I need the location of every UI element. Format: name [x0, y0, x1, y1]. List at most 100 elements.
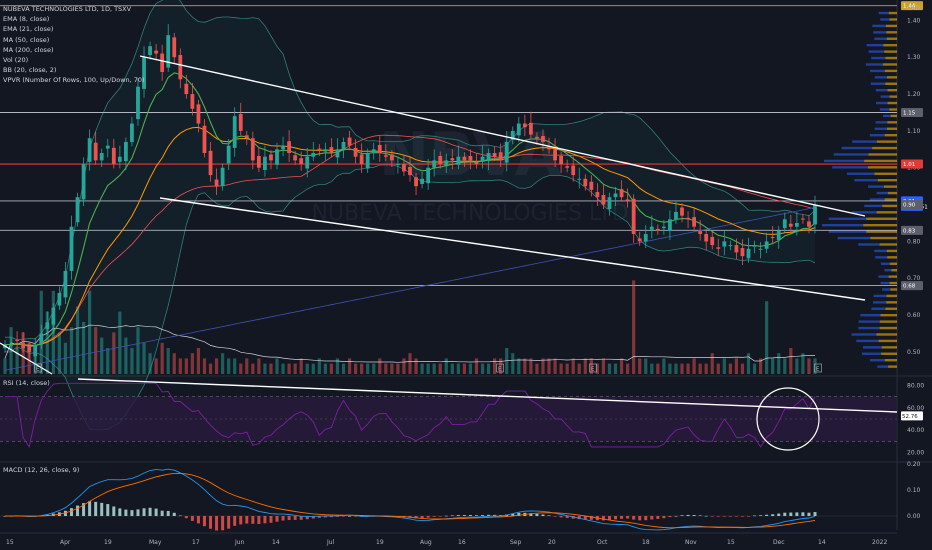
legend-bb[interactable]: BB (20, close, 2) [3, 66, 57, 75]
legend-ma50[interactable]: MA (50, close) [3, 35, 50, 44]
candle-body [377, 144, 382, 154]
candle-body [383, 155, 388, 157]
macd-histogram-bar [698, 515, 702, 516]
legend-vol[interactable]: Vol (20) [3, 56, 29, 65]
candle-body [353, 147, 358, 157]
ma200-line [4, 207, 816, 371]
vpvr-row-down [889, 281, 897, 285]
macd-histogram-bar [686, 514, 690, 516]
date-tick-label: 16 [458, 539, 466, 546]
volume-bar [565, 363, 569, 374]
macd-histogram-bar [112, 506, 116, 516]
volume-bar [801, 353, 805, 374]
macd-histogram-bar [644, 516, 648, 521]
volume-bar [626, 363, 630, 374]
earnings-marker [814, 363, 822, 373]
macd-histogram-bar [456, 515, 460, 516]
macd-histogram-bar [106, 504, 110, 516]
vpvr-row-down [890, 288, 897, 291]
candle-body [807, 221, 811, 227]
macd-legend[interactable]: MACD (12, 26, close, 9) [3, 466, 80, 474]
vpvr-row-up [851, 211, 877, 214]
date-tick-label: Sep [510, 539, 522, 546]
macd-histogram-bar [807, 512, 811, 516]
candle-body [341, 141, 346, 150]
macd-histogram-bar [583, 516, 587, 520]
volume-bar [547, 358, 551, 374]
candle-body [770, 236, 775, 238]
rsi-legend[interactable]: RSI (14, close) [3, 379, 50, 387]
vpvr-row-up [832, 166, 868, 169]
candle-body [311, 153, 316, 157]
macd-histogram-bar [348, 515, 352, 517]
candle-body [535, 136, 539, 139]
candle-body [788, 223, 793, 227]
vpvr-row-down [867, 166, 897, 169]
vpvr-row-down [885, 56, 897, 60]
candle-body [27, 346, 32, 352]
volume-bar [335, 358, 340, 374]
candle-body [637, 238, 642, 242]
currency-label: CAD [907, 5, 920, 12]
legend-ema8[interactable]: EMA (8, close) [3, 15, 50, 24]
candle-body [281, 145, 285, 150]
vpvr-row-down [886, 127, 897, 130]
macd-histogram-bar [154, 508, 158, 516]
candle-body [305, 156, 310, 169]
volume-bar [166, 348, 170, 374]
macd-histogram-bar [323, 516, 327, 518]
vpvr-row-down [866, 217, 897, 220]
candle-body [160, 53, 165, 72]
legend-vpvr[interactable]: VPVR (Number Of Rows, 100, Up/Down, 70) [3, 76, 145, 85]
macd-histogram-bar [130, 510, 134, 516]
candle-body [649, 226, 654, 230]
macd-histogram-bar [577, 516, 581, 520]
vpvr-row-down [876, 333, 897, 336]
rsi-trendline [77, 378, 898, 413]
volume-bar [493, 358, 497, 374]
volume-bar [353, 363, 358, 374]
date-tick-label: 17 [192, 539, 200, 546]
candle-body [244, 135, 249, 139]
volume-bar [535, 363, 539, 374]
candle-body [136, 86, 140, 120]
candle-body [420, 178, 424, 184]
price-label-box [901, 225, 923, 235]
macd-histogram-bar [813, 512, 817, 516]
candle-body [123, 141, 128, 162]
legend-ema21[interactable]: EMA (21, close) [3, 25, 54, 34]
bollinger-upper [5, 0, 816, 341]
legend-symbol-title[interactable]: NUBEVA TECHNOLOGIES LTD, 1D, TSXV [3, 5, 132, 13]
candle-body [371, 149, 376, 154]
date-tick-label: Nov [685, 539, 697, 546]
volume-bar [372, 363, 376, 374]
volume-bar [366, 363, 370, 374]
vpvr-row-up [862, 346, 882, 349]
candle-body [450, 158, 455, 161]
volume-bar [456, 363, 460, 374]
volume-bar [293, 363, 297, 374]
candle-body [365, 153, 370, 169]
price-label-box [901, 159, 923, 169]
candle-body [498, 152, 503, 161]
rsi-tick-label: 20.00 [907, 449, 924, 456]
vpvr-row-up [858, 243, 880, 246]
legend-ma200[interactable]: MA (200, close) [3, 45, 54, 54]
chart-legend: NUBEVA TECHNOLOGIES LTD, 1D, TSXV EMA (8… [3, 4, 145, 86]
candle-body [655, 228, 660, 231]
macd-histogram-bar [293, 516, 297, 520]
earnings-marker [589, 363, 597, 373]
macd-histogram-bar [674, 515, 678, 517]
bollinger-band-fill [5, 0, 815, 430]
vpvr-row-up [878, 11, 889, 15]
volume-bar [704, 363, 708, 374]
candle-body [504, 141, 509, 163]
volume-bar [251, 363, 255, 374]
rsi-tick-label: 60.00 [907, 405, 924, 412]
volume-bar [619, 358, 624, 374]
candle-body [583, 178, 588, 187]
vpvr-row-up [864, 204, 883, 208]
macd-histogram-bar [632, 516, 636, 520]
candle-body [601, 194, 606, 205]
